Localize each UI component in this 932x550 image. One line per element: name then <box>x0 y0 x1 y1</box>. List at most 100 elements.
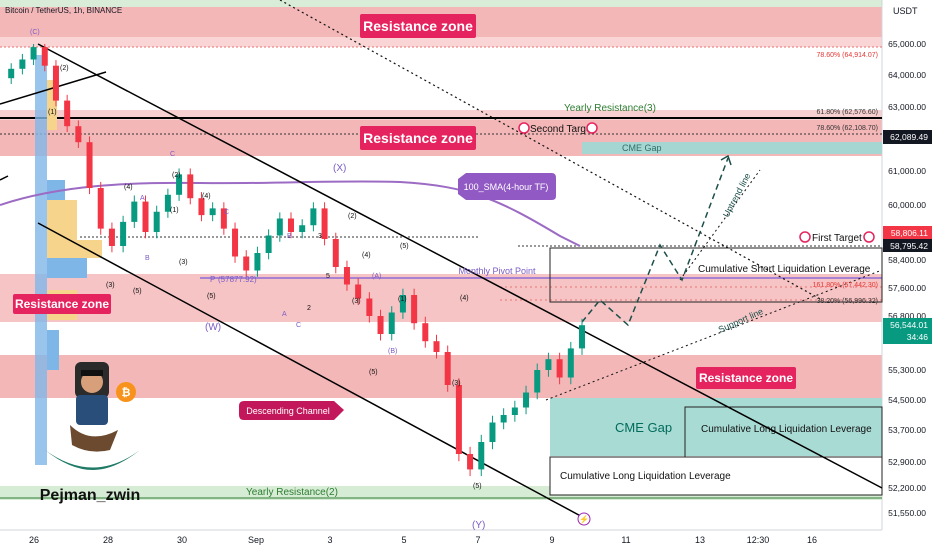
svg-text:(C): (C) <box>30 29 40 36</box>
candle-body <box>198 198 205 216</box>
svg-text:P: P <box>210 275 215 284</box>
svg-text:(3): (3) <box>179 259 188 266</box>
dotted-trend-line <box>279 0 823 301</box>
yearly-resistance-band <box>0 110 882 120</box>
svg-text:C: C <box>296 322 301 329</box>
price-badge: 62,089.49 <box>890 132 928 142</box>
candle-body <box>444 352 451 385</box>
candle-body <box>30 47 37 60</box>
long-liq-label-1: Cumulative Long Liquidation Leverage <box>701 424 872 435</box>
resistance-zone-label-box <box>360 14 476 38</box>
candle-body <box>511 407 518 415</box>
price-badge: 58,806.11 <box>891 228 928 238</box>
candle-body <box>411 295 418 324</box>
y-tick-label: 60,000.00 <box>888 200 926 210</box>
candle-body <box>254 253 261 271</box>
svg-text:A: A <box>140 195 145 202</box>
target-icon <box>799 231 811 243</box>
candle-body <box>310 208 317 226</box>
volume-profile <box>35 55 102 465</box>
candle-body <box>299 225 306 232</box>
y-tick-label: 58,400.00 <box>888 255 926 265</box>
svg-text:11: 11 <box>621 535 630 545</box>
svg-text:26: 26 <box>29 535 39 545</box>
candle-body <box>489 422 496 442</box>
svg-text:(2): (2) <box>172 172 181 179</box>
price-badges: 62,089.49 58,806.11 58,795.42 56,544.01 … <box>883 130 932 344</box>
candle-body <box>142 201 149 232</box>
candle-body <box>321 208 328 239</box>
svg-text:(A): (A) <box>372 273 381 280</box>
price-badge: 56,544.01 <box>890 320 928 330</box>
channel-upper-line <box>37 43 883 489</box>
svg-text:Sep: Sep <box>248 535 264 545</box>
svg-text:12:30: 12:30 <box>747 535 770 545</box>
svg-text:(1): (1) <box>48 109 57 116</box>
fib-label: 61.80% (62,576.60) <box>817 109 879 116</box>
first-target-label: First Target <box>812 233 862 244</box>
support-band <box>0 0 882 7</box>
candle-body <box>534 370 541 393</box>
time-axis[interactable] <box>0 530 932 550</box>
candle-body <box>567 348 574 378</box>
candle-body <box>8 68 15 79</box>
svg-text:A: A <box>282 311 287 318</box>
channel-lower-line <box>37 222 589 521</box>
projection-path <box>581 157 729 327</box>
chart-title: Bitcoin / TetherUS, 1h, BINANCE <box>5 6 122 15</box>
cme-gap-lower-label: CME Gap <box>615 420 672 435</box>
svg-text:⚡: ⚡ <box>579 514 589 524</box>
y-tick-label: 57,600.00 <box>888 283 926 293</box>
uptrend-line-label: Uptrend line <box>721 171 753 219</box>
svg-text:(3): (3) <box>352 298 361 305</box>
candle-body <box>131 201 138 222</box>
y-tick-label: 56,800.00 <box>888 311 926 321</box>
sma-label: 100_SMA(4-hour TF) <box>464 182 549 192</box>
candle-body <box>343 267 350 285</box>
svg-text:3: 3 <box>318 233 322 240</box>
resistance-zone-label-box <box>360 126 476 150</box>
fib-label: 78.60% (64,914.07) <box>817 52 879 59</box>
svg-text:16: 16 <box>807 535 817 545</box>
wave-labels: (C) (2) (1) (4) (3) (5) (1) (2) (3) (4) … <box>30 29 485 531</box>
y-tick-label: 51,550.00 <box>888 508 926 518</box>
candle-body <box>97 188 104 229</box>
svg-text:(5): (5) <box>400 243 409 250</box>
lightning-icon[interactable] <box>577 512 591 526</box>
svg-text:2: 2 <box>307 305 311 312</box>
candle-body <box>579 325 585 349</box>
svg-text:(5): (5) <box>207 293 216 300</box>
monthly-pivot-label: Monthly Pivot Point <box>458 266 536 276</box>
svg-text:7: 7 <box>475 535 480 545</box>
candle-body <box>108 228 115 246</box>
svg-text:(5): (5) <box>369 369 378 376</box>
svg-text:(X): (X) <box>333 163 346 174</box>
candle-body <box>209 208 216 216</box>
candle-body <box>288 218 294 232</box>
candle-body <box>164 194 171 212</box>
candle-body <box>332 239 339 267</box>
svg-text:9: 9 <box>549 535 554 545</box>
candle-body <box>153 211 160 232</box>
svg-text:(4): (4) <box>202 193 211 200</box>
svg-text:C: C <box>170 151 175 158</box>
y-tick-label: 52,200.00 <box>888 483 926 493</box>
y-tick-label: 64,000.00 <box>888 70 926 80</box>
resistance-zone-band <box>0 37 882 47</box>
second-target-label: Second Target <box>530 124 595 135</box>
descending-channel-box <box>239 401 344 420</box>
candle-body <box>422 323 429 342</box>
svg-text:(5): (5) <box>473 483 482 490</box>
candle-body <box>52 65 59 101</box>
svg-text:B: B <box>287 233 292 240</box>
support-line <box>545 269 883 401</box>
candle-body <box>243 256 250 271</box>
svg-text:(4): (4) <box>362 252 371 259</box>
candle-body <box>64 100 71 127</box>
candle-body <box>467 454 474 470</box>
price-axis[interactable] <box>882 0 932 530</box>
svg-text:C: C <box>224 209 229 216</box>
svg-text:5: 5 <box>401 535 406 545</box>
svg-text:(2): (2) <box>348 213 357 220</box>
